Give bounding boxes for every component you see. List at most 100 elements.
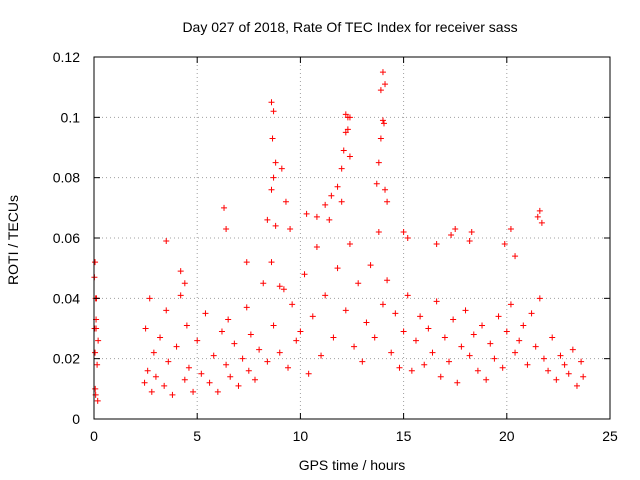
data-point	[573, 382, 580, 389]
data-point	[379, 301, 386, 308]
data-point	[578, 358, 585, 365]
data-point	[223, 361, 230, 368]
data-point	[150, 349, 157, 356]
data-point	[181, 280, 188, 287]
y-axis-title: ROTI / TECUs	[5, 195, 21, 285]
data-point	[346, 153, 353, 160]
data-point	[468, 228, 475, 235]
data-point	[148, 388, 155, 395]
data-point	[214, 388, 221, 395]
data-point	[326, 216, 333, 223]
x-tick-labels: 0 5 10 15 20 25	[90, 428, 618, 444]
data-point	[270, 174, 277, 181]
x-tick-label: 0	[90, 428, 98, 444]
data-point	[377, 135, 384, 142]
data-point	[448, 231, 455, 238]
data-point	[491, 355, 498, 362]
data-point	[532, 343, 539, 350]
data-point	[549, 334, 556, 341]
x-tick-label: 20	[499, 428, 515, 444]
data-point	[404, 292, 411, 299]
data-point	[280, 286, 287, 293]
data-point	[388, 349, 395, 356]
data-point	[157, 334, 164, 341]
axis-ticks	[93, 56, 611, 420]
y-tick-label: 0.04	[53, 290, 80, 306]
data-point	[282, 198, 289, 205]
data-point	[524, 361, 531, 368]
data-point	[516, 337, 523, 344]
data-point	[161, 382, 168, 389]
data-point	[425, 325, 432, 332]
data-point	[507, 301, 514, 308]
data-point	[165, 358, 172, 365]
data-point	[251, 376, 258, 383]
data-point	[221, 204, 228, 211]
data-point	[92, 259, 99, 266]
data-point	[421, 361, 428, 368]
y-tick-label: 0.06	[53, 230, 80, 246]
data-point	[144, 367, 151, 374]
data-point	[239, 355, 246, 362]
data-point	[417, 313, 424, 320]
data-point	[272, 222, 279, 229]
data-point	[400, 228, 407, 235]
data-point	[235, 382, 242, 389]
data-point	[342, 111, 349, 118]
data-point	[328, 192, 335, 199]
x-tick-label: 15	[396, 428, 412, 444]
data-point	[538, 219, 545, 226]
data-point	[163, 307, 170, 314]
data-point	[479, 322, 486, 329]
data-point	[225, 316, 232, 323]
data-point	[198, 370, 205, 377]
data-point	[177, 292, 184, 299]
data-point	[152, 373, 159, 380]
data-point	[346, 114, 353, 121]
chart-title: Day 027 of 2018, Rate Of TEC Index for r…	[182, 19, 517, 35]
data-point	[245, 367, 252, 374]
data-point	[223, 225, 230, 232]
data-point	[313, 213, 320, 220]
data-point	[276, 283, 283, 290]
data-point	[466, 352, 473, 359]
data-point	[268, 99, 275, 106]
data-point	[380, 120, 387, 127]
data-point	[351, 343, 358, 350]
data-point	[227, 373, 234, 380]
data-point	[462, 307, 469, 314]
data-point	[483, 376, 490, 383]
data-point	[342, 129, 349, 136]
data-point	[270, 108, 277, 115]
data-point	[344, 126, 351, 133]
data-point	[458, 343, 465, 350]
data-point	[396, 364, 403, 371]
x-tick-label: 25	[602, 428, 618, 444]
data-point	[92, 385, 99, 392]
data-point	[375, 159, 382, 166]
data-point	[322, 292, 329, 299]
data-point	[474, 367, 481, 374]
data-point	[202, 310, 209, 317]
data-point	[400, 328, 407, 335]
data-point	[507, 225, 514, 232]
data-point	[429, 349, 436, 356]
data-point	[264, 216, 271, 223]
data-point	[499, 364, 506, 371]
data-point	[342, 307, 349, 314]
data-point	[260, 280, 267, 287]
data-point	[408, 367, 415, 374]
data-point	[301, 271, 308, 278]
data-point	[94, 397, 101, 404]
data-point	[569, 346, 576, 353]
data-point	[404, 235, 411, 241]
data-point	[269, 135, 276, 142]
data-point	[210, 352, 217, 359]
data-point	[450, 316, 457, 323]
data-point	[382, 81, 389, 88]
data-point	[181, 376, 188, 383]
data-point	[287, 225, 294, 232]
data-points	[91, 69, 587, 404]
data-point	[285, 364, 292, 371]
data-point	[334, 265, 341, 272]
